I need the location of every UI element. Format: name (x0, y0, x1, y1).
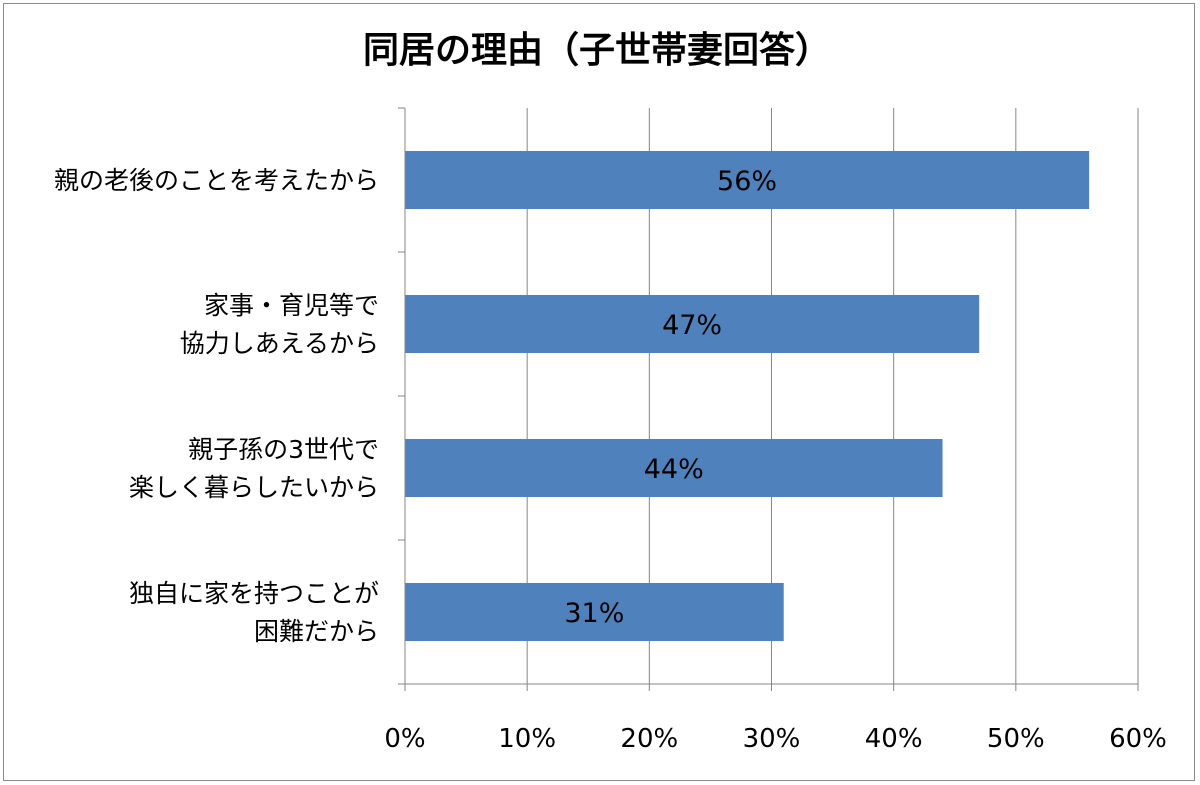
category-label: 協力しあえるから (180, 329, 379, 358)
x-tick-label: 50% (987, 724, 1045, 754)
bar (405, 295, 980, 353)
x-tick-label: 0% (384, 724, 425, 754)
category-label: 独自に家を持つことが (129, 579, 379, 608)
x-tick-label: 10% (498, 724, 556, 754)
bars (405, 151, 1090, 641)
data-label: 47% (662, 310, 722, 341)
bar (405, 151, 1090, 209)
category-label: 困難だから (254, 617, 379, 646)
x-tick-label: 40% (865, 724, 923, 754)
data-label: 31% (564, 598, 624, 629)
data-label: 44% (644, 454, 704, 485)
category-label: 家事・育児等で (204, 291, 379, 320)
category-label: 親の老後のことを考えたから (54, 166, 379, 195)
x-tick-label: 30% (743, 724, 801, 754)
category-label: 親子孫の3世代で (188, 435, 379, 464)
x-tick-label: 60% (1109, 724, 1167, 754)
category-label: 楽しく暮らしたいから (129, 473, 379, 502)
bar (405, 439, 943, 497)
x-tick-label: 20% (620, 724, 678, 754)
bar (405, 583, 784, 641)
chart-title: 同居の理由（子世帯妻回答） (363, 30, 831, 71)
bar-chart: 同居の理由（子世帯妻回答） 0% 10% 20% 30% 40% 50% 60% 56% 親の老… (54, 30, 1167, 754)
data-label: 56% (717, 166, 777, 197)
chart-frame: 同居の理由（子世帯妻回答） 0% 10% 20% 30% 40% 50% 60% 56% 親の老… (3, 3, 1195, 781)
labels: 0% 10% 20% 30% 40% 50% 60% 56% 親の老後のことを考えたから 47% 家… (54, 166, 1167, 754)
axes (398, 107, 1139, 691)
